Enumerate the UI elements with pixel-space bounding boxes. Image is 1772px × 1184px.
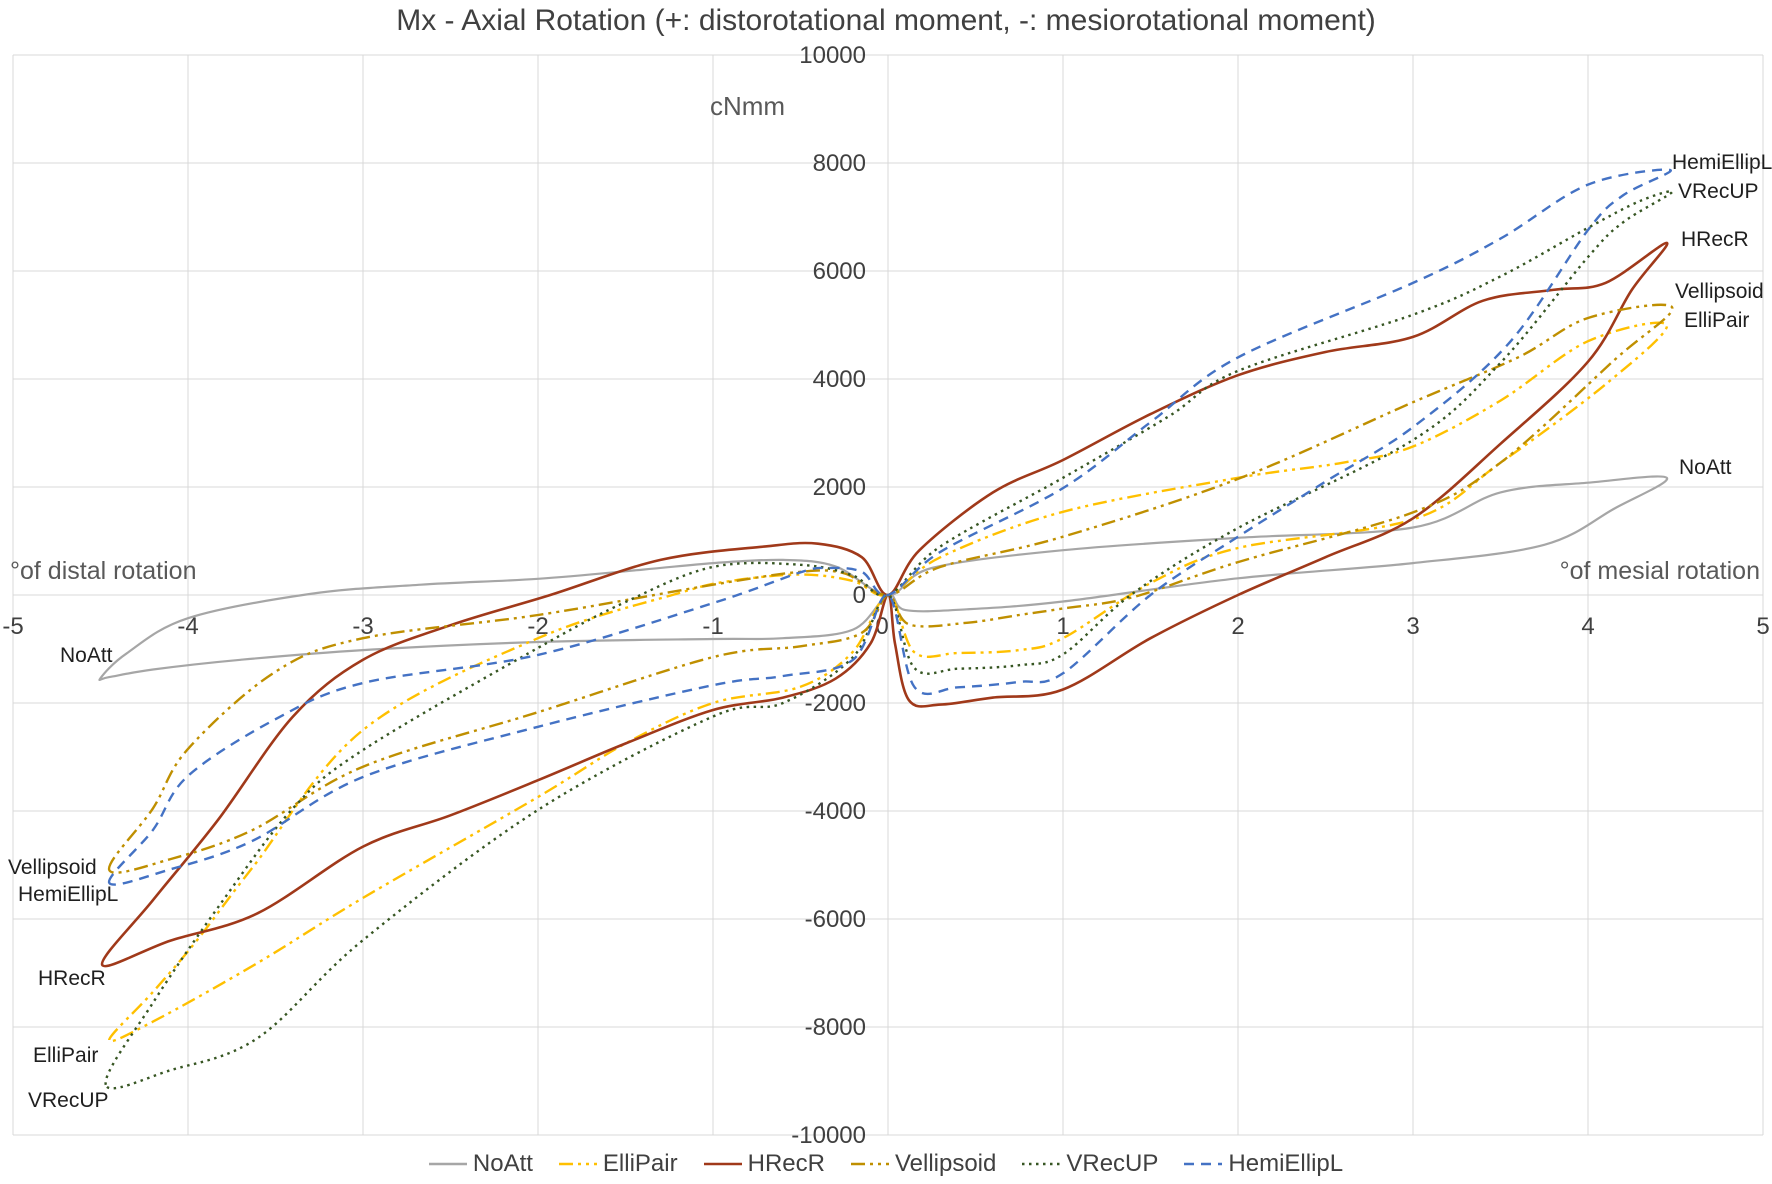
legend-swatch-hemiellipl: [1184, 1162, 1223, 1166]
curve-label-vrecup: VRecUP: [1678, 180, 1759, 203]
curve-label-noatt: NoAtt: [60, 644, 113, 667]
series-curve-noatt: [98, 475, 1668, 682]
curve-label-ellipair: ElliPair: [1684, 309, 1749, 332]
curve-label-vrecup: VRecUP: [28, 1089, 109, 1112]
x-tick-label: 4: [1581, 613, 1594, 640]
y-axis-unit-label: cNmm: [709, 91, 786, 121]
y-tick-label: 2000: [813, 474, 866, 501]
curve-label-hrecr: HRecR: [38, 967, 106, 990]
series-curve-hrecr: [100, 241, 1669, 968]
series-curve-vellipsoid: [107, 303, 1674, 874]
legend-item-ellipair: ElliPair: [558, 1150, 678, 1178]
legend-item-noatt: NoAtt: [428, 1150, 533, 1178]
x-axis-label-distal: °of distal rotation: [10, 557, 197, 585]
legend: NoAtt ElliPair HRecR Vellipsoid VRecUP HemiEl…: [0, 1146, 1772, 1182]
y-tick-label: 0: [853, 582, 866, 609]
x-tick-label: -2: [527, 613, 548, 640]
y-tick-label: -6000: [805, 906, 866, 933]
x-tick-label: 1: [1056, 613, 1069, 640]
legend-label-noatt: NoAtt: [472, 1150, 533, 1177]
legend-swatch-ellipair: [558, 1162, 597, 1166]
x-tick-label: -3: [352, 613, 373, 640]
legend-label-vrecup: VRecUP: [1066, 1150, 1159, 1177]
legend-label-vellipsoid: Vellipsoid: [894, 1150, 997, 1177]
curve-label-hemiellipl: HemiEllipL: [1672, 151, 1772, 174]
legend-label-hrecr: HRecR: [747, 1150, 825, 1177]
legend-label-ellipair: ElliPair: [602, 1150, 678, 1177]
y-tick-label: -8000: [805, 1014, 866, 1041]
y-tick-label: -4000: [805, 798, 866, 825]
legend-item-vrecup: VRecUP: [1022, 1150, 1158, 1178]
x-tick-label: 5: [1756, 613, 1769, 640]
y-tick-label: -2000: [805, 690, 866, 717]
legend-item-hrecr: HRecR: [703, 1150, 825, 1178]
legend-item-hemiellipl: HemiEllipL: [1184, 1150, 1343, 1178]
legend-swatch-noatt: [428, 1162, 467, 1166]
series-curve-hemiellipl: [107, 168, 1672, 886]
curve-label-hrecr: HRecR: [1681, 228, 1749, 251]
x-tick-label: 3: [1406, 613, 1419, 640]
x-tick-label: -1: [702, 613, 723, 640]
legend-swatch-vellipsoid: [850, 1162, 889, 1166]
x-axis-label-mesial: °of mesial rotation: [1559, 557, 1760, 585]
x-tick-label: 2: [1231, 613, 1244, 640]
curve-label-hemiellipl: HemiEllipL: [18, 883, 118, 906]
curve-label-noatt: NoAtt: [1679, 456, 1732, 479]
series-curve-vrecup: [104, 189, 1674, 1090]
curve-label-vellipsoid: Vellipsoid: [1675, 280, 1764, 303]
x-tick-label: -5: [2, 613, 23, 640]
legend-label-hemiellipl: HemiEllipL: [1228, 1150, 1344, 1177]
legend-swatch-hrecr: [703, 1162, 742, 1166]
y-tick-label: -10000: [791, 1122, 866, 1149]
y-tick-label: 4000: [813, 366, 866, 393]
y-tick-label: 10000: [799, 42, 866, 69]
legend-swatch-vrecup: [1022, 1162, 1061, 1166]
curve-label-vellipsoid: Vellipsoid: [8, 856, 97, 879]
curve-label-ellipair: ElliPair: [33, 1044, 98, 1067]
legend-item-vellipsoid: Vellipsoid: [850, 1150, 997, 1178]
y-tick-label: 8000: [813, 150, 866, 177]
series-curve-ellipair: [108, 321, 1669, 1043]
chart-title: Mx - Axial Rotation (+: distorotational …: [396, 4, 1376, 37]
y-tick-label: 6000: [813, 258, 866, 285]
